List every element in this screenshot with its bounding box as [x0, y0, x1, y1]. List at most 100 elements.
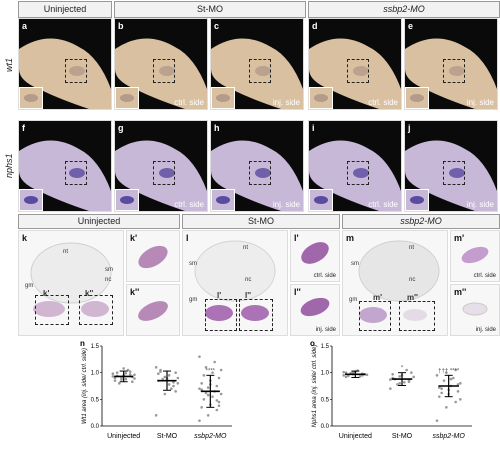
data-point [219, 392, 223, 396]
label-nc: nc [105, 277, 112, 283]
data-point [217, 376, 221, 380]
inset-drawing [216, 196, 230, 204]
chart-panel-letter: o [310, 339, 315, 348]
section-k-drawing [30, 242, 112, 317]
data-point [389, 387, 392, 390]
label-m2: m'' [407, 293, 418, 302]
side-label-g: ctrl. side [174, 200, 204, 209]
dashed-box-g [153, 161, 175, 185]
data-point [206, 393, 210, 397]
data-point [176, 382, 180, 385]
y-axis-label: Wt1 area (inj. side/ ctrl. side) [82, 348, 88, 424]
label-l1: l' [217, 291, 222, 300]
side-label-e: inj. side [466, 98, 494, 107]
section-k1-drawing [138, 245, 168, 269]
embryo-panel-a: a [18, 18, 112, 110]
data-point [118, 382, 121, 385]
data-point [154, 366, 158, 369]
dashed-box-d [347, 59, 369, 83]
label-k2: k'' [85, 289, 94, 298]
embryo-drawing [405, 38, 497, 109]
dashed-box-i [347, 161, 369, 185]
side-label-m2: inj. side [475, 327, 496, 333]
embryo-panel-d: d ctrl. side [308, 18, 402, 110]
data-point [456, 383, 460, 386]
panel-letter-f: f [22, 123, 25, 133]
data-point [442, 379, 446, 382]
panel-letter-d: d [312, 21, 318, 31]
data-point [174, 371, 177, 374]
box-k2 [79, 295, 113, 325]
y-axis-label: Nphs1 area (inj. side/ ctrl. side) [312, 345, 318, 428]
inset-drawing [216, 94, 230, 102]
data-point [163, 375, 167, 379]
label-nt-m: nt [409, 245, 415, 251]
embryo-panel-i: i ctrl. side [308, 120, 402, 212]
data-point [217, 400, 221, 404]
data-point [365, 373, 369, 377]
inset-c [211, 87, 235, 109]
data-point [161, 377, 164, 381]
section-header-ssbp2-mo: ssbp2-MO [342, 214, 500, 229]
data-point [131, 380, 134, 384]
x-tick-label: St-MO [157, 433, 178, 440]
embryo-panel-j: j inj. side [404, 120, 498, 212]
data-point [198, 355, 201, 358]
data-point [217, 404, 221, 408]
embryo-panel-h: h inj. side [210, 120, 304, 212]
panel-letter-k: k [22, 233, 28, 243]
panel-letter-j: j [408, 123, 411, 133]
section-panel-k1: k' [126, 230, 180, 282]
box-m1 [359, 301, 391, 331]
data-point [435, 374, 439, 377]
side-label-m1: ctrl. side [473, 273, 496, 279]
section-panel-l2: l'' inj. side [290, 284, 340, 336]
embryo-panel-b: b ctrl. side [114, 18, 208, 110]
data-point [124, 377, 128, 381]
data-point [159, 370, 162, 373]
data-point [215, 399, 219, 402]
data-point [459, 398, 462, 401]
section-m-drawing [358, 240, 440, 323]
data-point [398, 375, 401, 378]
y-tick-label: 0.0 [91, 424, 100, 430]
data-point [172, 384, 175, 388]
data-point [113, 376, 117, 380]
dashed-box-e [443, 59, 465, 83]
embryo-drawing [309, 38, 401, 109]
x-tick-label: Uninjected [339, 433, 372, 440]
side-label-d: ctrl. side [368, 98, 398, 107]
data-point [174, 390, 177, 393]
data-point [438, 395, 441, 398]
side-label-l1: ctrl. side [313, 273, 336, 279]
data-point [410, 371, 413, 374]
section-m1-drawing [461, 246, 489, 264]
x-tick-label: Uninjected [107, 433, 140, 440]
label-m1: m' [373, 293, 383, 302]
section-panel-m1: m' ctrl. side [450, 230, 500, 282]
x-tick-label: ssbp2-MO [433, 433, 466, 440]
data-point [204, 391, 208, 395]
side-label-c: inj. side [272, 98, 300, 107]
data-point [200, 382, 203, 385]
panel-letter-k2: k'' [130, 287, 140, 297]
label-nc-l: nc [245, 277, 252, 283]
data-point [440, 391, 443, 395]
section-panel-l1: l' ctrl. side [290, 230, 340, 282]
data-point [405, 368, 408, 372]
embryo-drawing [211, 38, 303, 109]
inset-drawing [24, 196, 38, 204]
inset-drawing [314, 196, 328, 204]
side-label-i: ctrl. side [368, 200, 398, 209]
row-label-nphs1: nphs1 [4, 153, 14, 178]
inset-drawing [24, 94, 38, 102]
label-nc-m: nc [409, 277, 416, 283]
data-point [113, 379, 117, 382]
section-panel-k2: k'' [126, 284, 180, 336]
data-point [206, 386, 210, 389]
significance-label: ††† **** [438, 368, 460, 374]
section-header-st-mo: St-MO [182, 214, 340, 229]
y-tick-label: 0.5 [321, 397, 330, 403]
panel-letter-e: e [408, 21, 414, 31]
box-m2 [399, 301, 435, 331]
